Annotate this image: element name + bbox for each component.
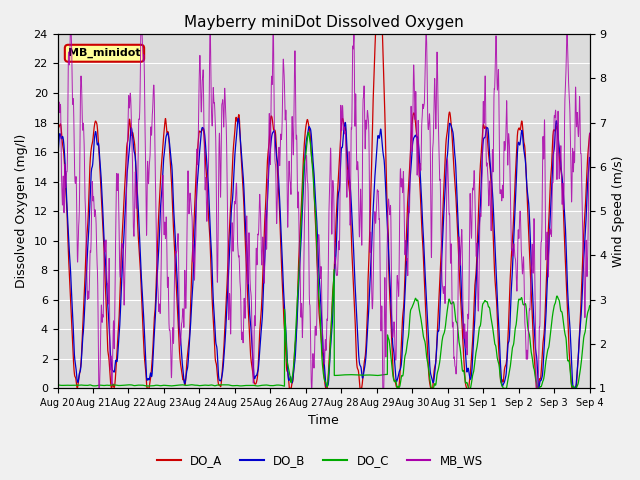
Y-axis label: Wind Speed (m/s): Wind Speed (m/s): [612, 156, 625, 267]
Y-axis label: Dissolved Oxygen (mg/l): Dissolved Oxygen (mg/l): [15, 134, 28, 288]
X-axis label: Time: Time: [308, 414, 339, 427]
Text: MB_minidot: MB_minidot: [68, 48, 141, 59]
Title: Mayberry miniDot Dissolved Oxygen: Mayberry miniDot Dissolved Oxygen: [184, 15, 463, 30]
Legend: DO_A, DO_B, DO_C, MB_WS: DO_A, DO_B, DO_C, MB_WS: [152, 449, 488, 472]
